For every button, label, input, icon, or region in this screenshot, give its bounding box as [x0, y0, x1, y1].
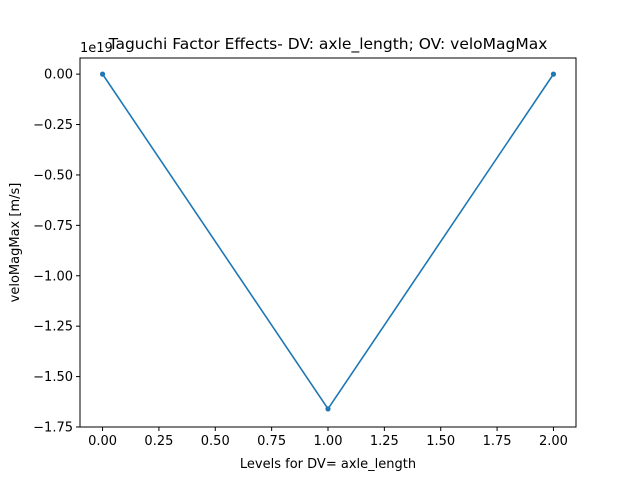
x-tick-label: 0.75	[257, 434, 286, 449]
y-tick-label: −0.75	[33, 219, 73, 234]
y-offset-label: 1e19	[80, 41, 113, 56]
chart-title: Taguchi Factor Effects- DV: axle_length;…	[108, 35, 548, 54]
x-tick-label: 2.00	[539, 434, 568, 449]
y-axis-ticks: 0.00 −0.25 −0.50 −0.75 −1.00 −1.25 −1.50 −1.75	[33, 68, 80, 436]
x-axis-ticks: 0.00 0.25 0.50 0.75 1.00 1.25 1.50 1.75 2.00	[88, 427, 568, 449]
y-tick-label: 0.00	[44, 68, 73, 83]
plot-frame	[79, 57, 577, 428]
y-tick-label: −1.25	[33, 320, 73, 335]
y-tick-label: −0.50	[33, 168, 73, 183]
y-tick-label: −1.50	[33, 370, 73, 385]
x-tick-label: 1.25	[370, 434, 399, 449]
x-tick-label: 0.25	[144, 434, 173, 449]
data-point	[550, 71, 557, 77]
x-tick-label: 1.00	[314, 434, 343, 449]
data-point	[325, 406, 331, 412]
x-tick-label: 0.00	[88, 434, 117, 449]
x-tick-label: 1.75	[483, 434, 512, 449]
y-tick-label: −0.25	[33, 118, 73, 133]
x-tick-label: 1.50	[426, 434, 455, 449]
x-tick-label: 0.50	[201, 434, 230, 449]
y-tick-label: −1.00	[33, 269, 73, 284]
data-point	[99, 71, 106, 77]
plot-area	[80, 58, 576, 427]
series-layer	[99, 71, 557, 412]
y-tick-label: −1.75	[33, 421, 73, 436]
x-axis-label: Levels for DV= axle_length	[240, 457, 416, 472]
y-axis-label: veloMagMax [m/s]	[8, 183, 23, 303]
